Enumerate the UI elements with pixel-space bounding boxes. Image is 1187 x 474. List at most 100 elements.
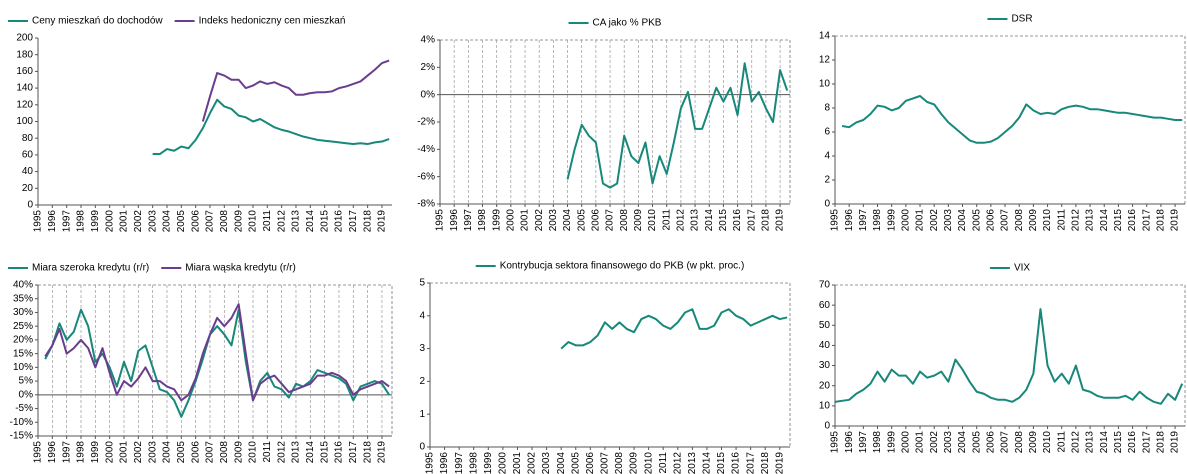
x-tick-label: 2013 (687, 452, 698, 474)
x-tick-label: 1997 (454, 452, 465, 474)
x-tick-label: 2011 (262, 441, 273, 463)
x-tick-label: 1996 (47, 210, 58, 233)
x-tick-label: 2004 (162, 441, 173, 464)
y-tick-label: 20 (819, 380, 831, 391)
x-tick-label: 1998 (468, 452, 479, 474)
y-tick-label: 3 (419, 343, 425, 354)
x-tick-label: 2009 (633, 209, 644, 232)
x-tick-label: 1999 (90, 210, 101, 233)
y-tick-label: 180 (16, 49, 33, 60)
x-tick-label: 2003 (548, 209, 559, 232)
x-tick-label: 2004 (162, 210, 173, 233)
y-tick-label: 15% (13, 348, 33, 359)
y-tick-label: 160 (16, 66, 33, 77)
y-tick-label: 10 (819, 79, 831, 90)
x-tick-label: 2019 (377, 210, 388, 233)
y-tick-label: 40% (13, 280, 33, 291)
x-tick-label: 1995 (33, 210, 44, 233)
y-tick-label: 40 (819, 340, 831, 351)
x-tick-label: 2008 (614, 452, 625, 474)
x-tick-label: 2001 (520, 209, 531, 232)
x-tick-label: 2009 (629, 452, 640, 474)
y-tick-label: -5% (15, 403, 33, 414)
y-tick-label: 2% (421, 62, 436, 73)
x-tick-label: 2014 (704, 209, 715, 232)
x-tick-label: 2010 (1042, 209, 1053, 232)
x-tick-label: 2019 (1170, 209, 1181, 232)
y-tick-label: 30% (13, 307, 33, 318)
plot-frame (429, 282, 791, 448)
x-tick-label: 2006 (591, 209, 602, 232)
x-tick-label: 2008 (219, 441, 230, 464)
y-tick-label: 10% (13, 362, 33, 373)
x-tick-label: 2017 (745, 452, 756, 474)
x-tick-label: 1996 (449, 209, 460, 232)
y-tick-label: 80 (22, 133, 34, 144)
y-tick-label: 0 (27, 200, 33, 211)
x-tick-label: 1995 (425, 452, 436, 474)
x-tick-label: 1996 (844, 209, 855, 232)
x-tick-label: 1998 (76, 441, 87, 464)
series-line (841, 95, 1183, 144)
x-tick-label: 2017 (1141, 431, 1152, 454)
x-tick-label: 2012 (672, 452, 683, 474)
x-tick-label: 2013 (291, 441, 302, 464)
x-tick-label: 1999 (491, 209, 502, 232)
x-tick-label: 2007 (1000, 431, 1011, 454)
y-tick-label: 0% (19, 389, 34, 400)
x-tick-label: 2000 (900, 431, 911, 454)
x-tick-label: 2003 (541, 452, 552, 474)
x-tick-label: 2000 (104, 441, 115, 464)
x-tick-label: 2003 (943, 209, 954, 232)
x-tick-label: 2010 (248, 441, 259, 464)
x-tick-label: 2010 (248, 210, 259, 233)
x-tick-label: 2003 (943, 431, 954, 454)
x-tick-label: 2006 (190, 210, 201, 233)
x-tick-label: 2017 (348, 441, 359, 464)
x-tick-label: 2005 (570, 452, 581, 474)
x-tick-label: 2015 (1113, 209, 1124, 232)
x-tick-label: 2019 (774, 452, 785, 474)
x-tick-label: 2009 (233, 210, 244, 233)
plot-frame (834, 35, 1186, 205)
x-tick-label: 2015 (716, 452, 727, 474)
x-tick-label: 2013 (1085, 209, 1096, 232)
x-tick-label: 2002 (133, 210, 144, 233)
y-tick-label: 100 (16, 116, 33, 127)
y-tick-label: 25% (13, 321, 33, 332)
y-tick-label: -6% (417, 171, 435, 182)
y-tick-label: 140 (16, 83, 33, 94)
legend-label: VIX (1014, 263, 1030, 274)
x-tick-label: 2013 (291, 210, 302, 233)
x-tick-label: 1999 (886, 209, 897, 232)
x-tick-label: 2002 (527, 452, 538, 474)
legend-label: Kontrybucja sektora finansowego do PKB (… (500, 261, 745, 272)
x-tick-label: 2004 (562, 209, 573, 232)
x-tick-label: 2008 (1014, 209, 1025, 232)
x-tick-label: 2001 (119, 210, 130, 233)
x-tick-label: 1997 (61, 441, 72, 464)
y-tick-label: 35% (13, 293, 33, 304)
y-tick-label: 20 (22, 183, 34, 194)
x-tick-label: 1998 (477, 209, 488, 232)
x-tick-label: 2004 (556, 452, 567, 474)
x-tick-label: 2005 (971, 209, 982, 232)
y-tick-label: 60 (819, 300, 831, 311)
x-tick-label: 2014 (1099, 209, 1110, 232)
series-line (834, 308, 1184, 405)
x-tick-label: 2015 (1113, 431, 1124, 454)
x-tick-label: 2010 (643, 452, 654, 474)
legend-label: DSR (1011, 14, 1032, 25)
x-tick-label: 2011 (1056, 209, 1067, 231)
x-tick-label: 2016 (334, 441, 345, 464)
x-tick-label: 2001 (915, 209, 926, 232)
x-tick-label: 1999 (90, 441, 101, 464)
x-tick-label: 1997 (61, 210, 72, 233)
y-tick-label: 8 (824, 103, 830, 114)
x-tick-label: 2018 (761, 209, 772, 232)
x-tick-label: 1999 (886, 431, 897, 454)
x-tick-label: 2000 (498, 452, 509, 474)
x-tick-label: 2017 (1141, 209, 1152, 232)
x-tick-label: 1998 (872, 209, 883, 232)
x-tick-label: 1996 (844, 431, 855, 454)
